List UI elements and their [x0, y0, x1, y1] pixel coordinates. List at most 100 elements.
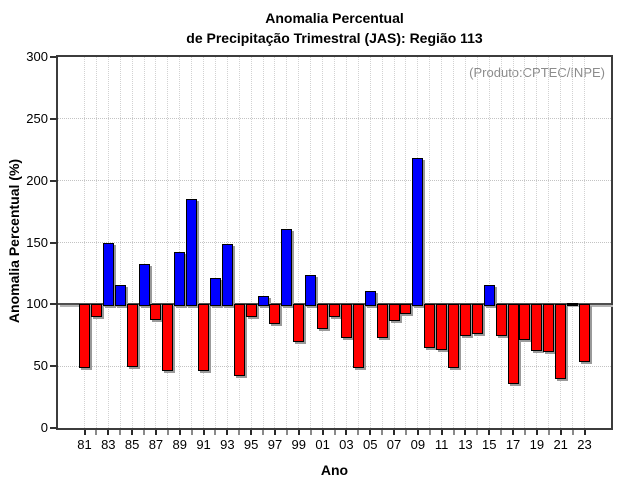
chart-title-line1: Anomalia Percentual — [265, 10, 404, 26]
x-tick-label: 09 — [410, 437, 426, 452]
bar-97 — [269, 304, 281, 324]
x-tick-label: 97 — [267, 437, 283, 452]
y-tick-label: 150 — [26, 234, 48, 250]
x-tick-label: 19 — [529, 437, 545, 452]
x-tick — [464, 430, 467, 435]
gridline-horizontal — [58, 365, 611, 367]
bar-02 — [329, 304, 340, 318]
bar-98 — [281, 228, 293, 307]
bar-03 — [340, 304, 352, 339]
bar-06 — [376, 304, 388, 339]
bar-96 — [257, 295, 269, 307]
x-axis-title: Ano — [320, 462, 349, 478]
x-tick — [369, 430, 372, 435]
x-tick — [214, 430, 217, 435]
x-tick — [202, 430, 205, 435]
bar-99 — [293, 304, 305, 343]
x-tick-label: 01 — [315, 437, 330, 452]
bar-94 — [233, 304, 245, 376]
bar-87 — [150, 304, 162, 320]
x-tick-label: 03 — [339, 437, 354, 452]
x-tick — [297, 430, 300, 435]
bar-83 — [102, 242, 114, 307]
x-tick-label: 91 — [196, 437, 211, 452]
y-tick-label: 50 — [33, 358, 48, 374]
bar-92 — [209, 278, 221, 307]
x-tick-label: 07 — [386, 437, 402, 452]
bar-22 — [567, 302, 579, 306]
x-tick — [309, 430, 312, 435]
x-tick-label: 21 — [553, 437, 568, 452]
y-tick — [50, 303, 58, 306]
x-tick — [273, 430, 276, 435]
y-tick-label: 300 — [26, 49, 48, 64]
x-tick-label: 17 — [505, 437, 521, 452]
bar-14 — [471, 304, 483, 334]
bar-82 — [90, 304, 102, 318]
bar-20 — [543, 304, 555, 353]
x-tick — [143, 430, 146, 435]
x-tick — [238, 430, 241, 435]
x-tick-label: 15 — [482, 437, 497, 452]
x-tick-label: 95 — [243, 437, 259, 452]
bar-89 — [174, 252, 186, 307]
x-tick — [154, 430, 157, 435]
x-tick — [166, 430, 169, 435]
x-tick — [571, 430, 574, 435]
x-tick-label: 83 — [101, 437, 116, 452]
bar-85 — [126, 304, 138, 367]
x-tick-label: 99 — [291, 437, 307, 452]
x-tick — [321, 430, 324, 435]
bar-05 — [364, 290, 376, 307]
x-tick — [500, 430, 503, 435]
bar-11 — [436, 304, 448, 350]
x-tick — [345, 430, 348, 435]
bar-19 — [531, 304, 543, 351]
x-tick — [583, 430, 586, 435]
chart-title-line2: de Precipitação Trimestral (JAS): Região… — [186, 30, 483, 46]
x-tick-label: 13 — [458, 437, 473, 452]
bar-17 — [507, 304, 519, 385]
x-tick-label: 11 — [434, 437, 449, 452]
bar-07 — [388, 304, 400, 322]
plot-area: (Produto:CPTEC/INPE) — [56, 55, 613, 430]
x-tick-label: 89 — [172, 437, 187, 452]
x-tick — [107, 430, 110, 435]
y-tick-label: 100 — [26, 296, 48, 312]
bar-90 — [186, 199, 198, 307]
bar-95 — [245, 304, 257, 318]
bar-12 — [448, 304, 460, 369]
x-tick — [559, 430, 562, 435]
y-tick-label: 200 — [26, 172, 48, 188]
gridline-horizontal — [58, 180, 611, 182]
bar-86 — [138, 263, 150, 307]
x-tick — [547, 430, 550, 435]
x-tick — [416, 430, 419, 435]
x-tick — [393, 430, 396, 435]
x-tick-label: 87 — [148, 437, 164, 452]
x-tick-label: 93 — [220, 437, 235, 452]
bar-93 — [221, 243, 233, 307]
y-tick — [50, 117, 58, 120]
bar-00 — [305, 274, 317, 307]
bar-21 — [555, 304, 567, 380]
x-tick — [357, 430, 360, 435]
bar-88 — [162, 304, 174, 371]
y-tick — [50, 56, 58, 58]
x-tick — [190, 430, 193, 435]
bar-23 — [579, 304, 590, 362]
x-tick — [512, 430, 515, 435]
x-tick — [250, 430, 253, 435]
bar-08 — [400, 304, 412, 314]
x-tick — [178, 430, 181, 435]
x-tick — [83, 430, 86, 435]
gridline-horizontal — [58, 118, 611, 120]
x-tick-label: 23 — [577, 437, 592, 452]
bar-09 — [412, 158, 424, 307]
bar-18 — [519, 304, 531, 340]
x-tick-label: 81 — [77, 437, 92, 452]
bar-13 — [459, 304, 471, 336]
y-tick-label: 250 — [26, 110, 48, 126]
x-tick — [440, 430, 443, 435]
